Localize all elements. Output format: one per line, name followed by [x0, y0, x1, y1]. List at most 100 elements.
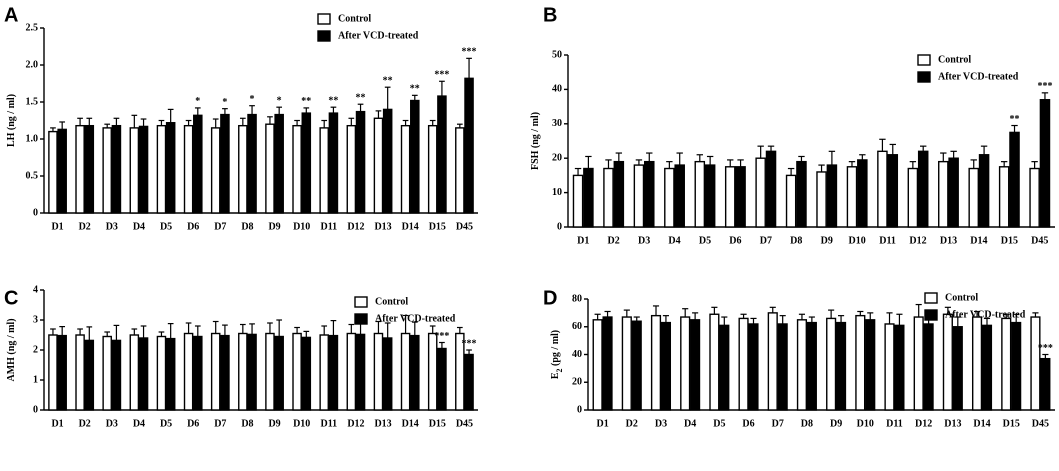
y-axis-label-part: 2: [555, 368, 564, 372]
bar: [138, 337, 149, 411]
significance-label: ***: [462, 338, 477, 349]
y-tick-label: 40: [552, 84, 562, 95]
y-axis-label: E2 (pg / ml): [550, 330, 564, 379]
x-tick-label: D4: [684, 418, 696, 429]
y-tick-label: 3: [33, 314, 38, 325]
bar: [913, 316, 924, 411]
bar: [846, 166, 858, 228]
bar: [650, 314, 662, 411]
x-tick-label: D9: [268, 418, 280, 429]
bar: [102, 335, 112, 411]
y-tick-label: 0.5: [26, 170, 39, 181]
bar: [835, 321, 847, 411]
bar: [247, 333, 257, 411]
x-tick-label: D3: [106, 418, 118, 429]
significance-label: ***: [434, 331, 449, 342]
y-tick-label: 0: [577, 404, 582, 415]
x-tick-label: D14: [402, 418, 419, 429]
x-tick-label: D14: [402, 221, 419, 232]
x-tick-label: D1: [577, 235, 589, 246]
y-tick-label: 60: [572, 321, 582, 332]
significance-label: ***: [1038, 343, 1053, 354]
legend-label: Control: [938, 54, 971, 65]
legend-label: Control: [375, 296, 408, 307]
bar: [603, 167, 614, 228]
x-tick-label: D14: [973, 418, 990, 429]
bar: [265, 123, 275, 214]
bar: [156, 335, 167, 411]
bar: [826, 164, 838, 228]
bar: [602, 316, 613, 411]
bar: [455, 127, 465, 214]
bar: [400, 124, 411, 214]
legend-label: After VCD-treated: [938, 71, 1019, 82]
bar: [865, 319, 876, 411]
bar: [1039, 99, 1051, 228]
x-tick-label: D4: [133, 221, 145, 232]
bar: [1040, 357, 1051, 411]
x-tick-label: D8: [801, 418, 813, 429]
bar: [102, 127, 112, 214]
significance-label: ***: [434, 70, 449, 81]
bar: [938, 160, 949, 228]
significance-label: **: [383, 75, 393, 86]
bar: [674, 164, 685, 228]
x-tick-label: D12: [909, 235, 926, 246]
x-tick-label: D7: [214, 418, 226, 429]
x-tick-label: D7: [772, 418, 784, 429]
x-tick-label: D12: [347, 418, 364, 429]
significance-label: **: [410, 84, 420, 95]
x-tick-label: D45: [1031, 235, 1048, 246]
bar: [301, 112, 312, 214]
y-axis-label: FSH (ng / ml): [530, 112, 541, 170]
bar: [183, 124, 194, 214]
bar: [1009, 131, 1020, 228]
bar: [210, 332, 221, 411]
significance-label: ***: [462, 47, 477, 58]
bar: [735, 166, 746, 228]
panel-letter: A: [4, 4, 18, 26]
bar: [57, 128, 67, 214]
bar: [410, 334, 420, 411]
bar: [193, 114, 203, 214]
bar: [796, 319, 808, 411]
bar: [738, 317, 749, 411]
legend-swatch: [317, 13, 331, 25]
x-tick-label: D15: [429, 418, 446, 429]
bar: [400, 332, 411, 411]
bar: [410, 99, 420, 214]
bar: [156, 124, 167, 214]
x-tick-label: D10: [293, 418, 310, 429]
y-tick-label: 80: [572, 293, 582, 304]
bar: [165, 122, 176, 214]
bar: [292, 332, 302, 411]
bar: [680, 316, 691, 411]
bar: [748, 323, 759, 411]
bar: [129, 127, 140, 214]
bar: [57, 334, 67, 411]
x-tick-label: D4: [133, 418, 145, 429]
bar: [355, 333, 366, 411]
y-axis-label-part: (pg / ml): [550, 330, 561, 369]
x-tick-label: D15: [429, 221, 446, 232]
bar: [631, 320, 642, 411]
significance-label: *: [277, 95, 282, 106]
bar: [709, 313, 720, 411]
legend-label: Control: [945, 292, 978, 303]
bar: [644, 160, 655, 228]
bar: [48, 130, 58, 214]
bar: [952, 326, 963, 411]
y-tick-label: 30: [552, 118, 562, 129]
y-axis-label-part: E: [550, 372, 561, 379]
bar: [274, 335, 284, 411]
significance-label: *: [195, 96, 200, 107]
bar: [777, 323, 788, 411]
y-tick-label: 4: [33, 284, 38, 295]
bar: [633, 164, 645, 228]
x-tick-label: D1: [51, 418, 63, 429]
bar: [998, 166, 1010, 228]
x-tick-label: D7: [760, 235, 772, 246]
bar: [346, 124, 357, 214]
bar: [690, 319, 701, 411]
bar: [437, 347, 447, 411]
